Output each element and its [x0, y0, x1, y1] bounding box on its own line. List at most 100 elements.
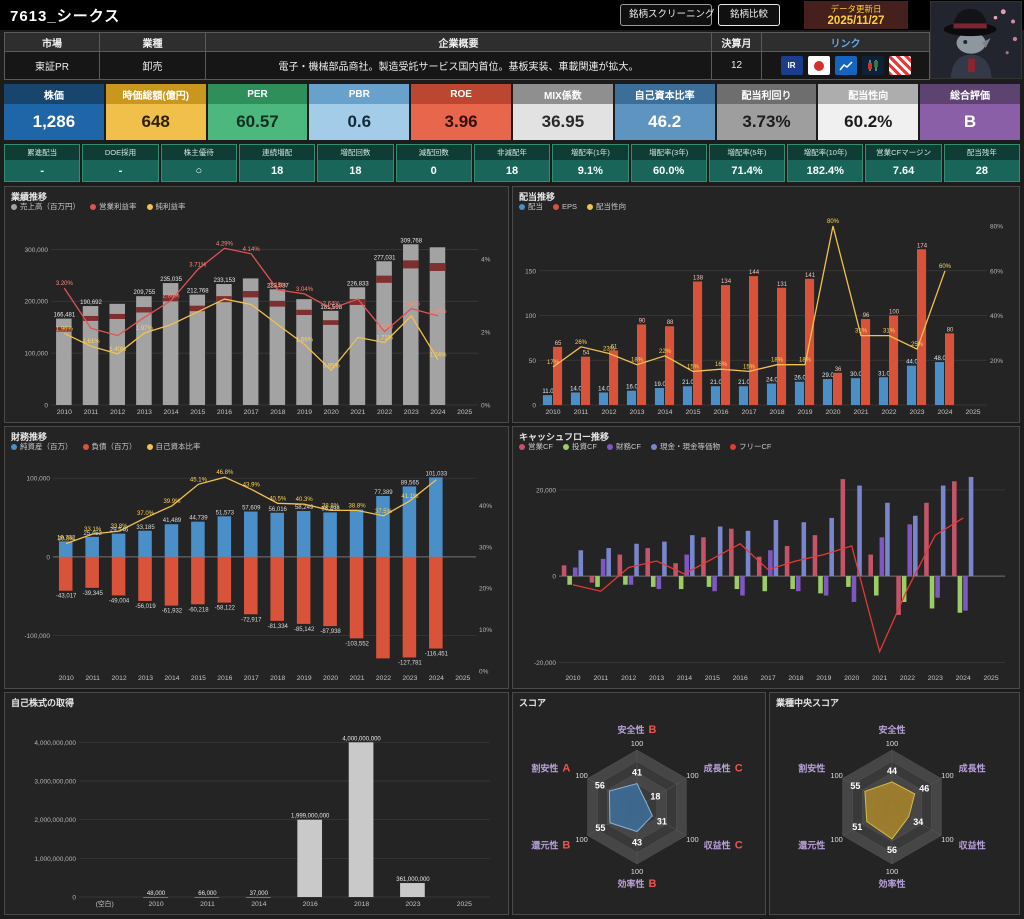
svg-text:0: 0 [72, 895, 76, 902]
svg-text:2.01%: 2.01% [376, 325, 394, 331]
svg-text:18%: 18% [631, 358, 644, 364]
svg-text:14.0: 14.0 [570, 386, 582, 392]
svg-text:1.97%: 1.97% [136, 326, 154, 332]
svg-text:2020: 2020 [323, 675, 338, 682]
dividend-metric-value: 9.1% [553, 160, 628, 181]
shareholder-benefit-link-icon[interactable] [888, 56, 911, 75]
svg-text:24.0: 24.0 [766, 378, 778, 384]
legend-item: フリーCF [730, 441, 772, 452]
timely-disclosure-link-icon[interactable] [807, 56, 830, 75]
svg-text:44,739: 44,739 [189, 516, 208, 522]
svg-text:77,389: 77,389 [374, 490, 393, 496]
dividend-metric-value: 182.4% [788, 160, 863, 181]
svg-text:2011: 2011 [594, 675, 609, 682]
svg-text:2016: 2016 [217, 675, 232, 682]
dividend-metric-value: 28 [944, 160, 1020, 181]
svg-text:30.8%: 30.8% [58, 536, 76, 542]
ir-link-icon[interactable]: IR [780, 56, 803, 75]
dividend-metric-label: 連続増配 [239, 145, 315, 160]
svg-text:2010: 2010 [57, 409, 72, 416]
svg-text:2012: 2012 [112, 675, 127, 682]
svg-text:277,031: 277,031 [374, 255, 396, 261]
svg-text:2021: 2021 [853, 409, 868, 416]
info-value-row: 東証PR 卸売 電子・機械部品商社。製造受託サービス国内首位。基板実装、車載関連… [4, 52, 930, 80]
dividend-panel: 配当推移 配当 EPS 配当性向 0 50 100 150 20% 40% 60% 80% 2010… [512, 186, 1020, 423]
svg-text:181,598: 181,598 [320, 305, 342, 311]
svg-text:2014: 2014 [677, 675, 692, 682]
svg-text:31.0: 31.0 [878, 371, 890, 377]
svg-text:100: 100 [525, 313, 536, 320]
svg-text:2022: 2022 [881, 409, 896, 416]
svg-text:100: 100 [886, 867, 899, 876]
dividend-metric-cell: 増配率(10年) 182.4% [787, 144, 864, 182]
compare-button[interactable]: 銘柄比較 [718, 4, 780, 26]
svg-text:0%: 0% [481, 403, 491, 410]
svg-text:41: 41 [632, 768, 642, 778]
dividend-metric-label: 増配率(5年) [709, 145, 785, 160]
svg-text:1.66%: 1.66% [296, 337, 314, 343]
svg-text:安全性: 安全性 [878, 724, 905, 735]
svg-text:100: 100 [575, 771, 588, 780]
svg-text:26.0: 26.0 [794, 376, 806, 382]
legend-dot-icon [82, 443, 89, 450]
svg-text:209,755: 209,755 [134, 290, 156, 296]
svg-text:96: 96 [863, 313, 870, 319]
svg-text:2020: 2020 [324, 409, 339, 416]
dividend-metric-value: 60.0% [631, 160, 706, 181]
svg-text:2016: 2016 [733, 675, 748, 682]
svg-text:30%: 30% [479, 544, 492, 551]
board-chart-link-icon[interactable] [834, 56, 857, 75]
screening-button[interactable]: 銘柄スクリーニング [620, 4, 715, 26]
svg-text:2.44%: 2.44% [429, 309, 447, 315]
svg-text:19,732: 19,732 [57, 535, 76, 541]
metric-label: 自己資本比率 [614, 84, 715, 104]
finance-panel: 財務推移 純資産（百万） 負債（百万） 自己資本比率 -100,000 0 100,00… [4, 426, 509, 689]
dividend-metric-cell: 営業CFマージン 7.64 [865, 144, 942, 182]
svg-text:2.64%: 2.64% [323, 302, 341, 308]
performance-panel: 業績推移 売上高（百万円） 営業利益率 純利益率 0 100,000 200,000 30… [4, 186, 509, 423]
stock-price-link-icon[interactable] [861, 56, 884, 75]
svg-text:80%: 80% [990, 224, 1003, 231]
metric-card-market-cap: 時価総額(億円) 648 [105, 84, 206, 140]
dividend-metric-value: 18 [318, 160, 393, 181]
svg-text:4%: 4% [481, 256, 491, 263]
svg-text:2013: 2013 [138, 675, 153, 682]
svg-text:190,692: 190,692 [80, 300, 102, 306]
dividend-metric-value: 71.4% [709, 160, 785, 181]
dividend-metric-value: 7.64 [866, 160, 941, 181]
svg-text:16.0: 16.0 [626, 385, 638, 391]
metric-card-roe: ROE 3.96 [411, 84, 511, 140]
overview-value: 電子・機械部品商社。製造受託サービス国内首位。基板実装、車載関連が拡大。 [206, 52, 712, 80]
svg-text:50: 50 [529, 358, 537, 365]
dividend-metric-cell: 累進配当 - [4, 144, 81, 182]
svg-text:20%: 20% [479, 586, 492, 593]
svg-text:100,000: 100,000 [25, 351, 49, 358]
data-update-box: データ更新日 2025/11/27 [804, 1, 908, 29]
svg-text:2015: 2015 [190, 409, 205, 416]
svg-text:144: 144 [749, 270, 760, 276]
svg-text:2017: 2017 [741, 409, 756, 416]
svg-text:0: 0 [46, 554, 50, 561]
svg-text:-81,334: -81,334 [268, 624, 289, 630]
svg-text:2019: 2019 [797, 409, 812, 416]
metric-value: 3.96 [411, 104, 511, 140]
dividend-metric-label: 減配回数 [396, 145, 471, 160]
legend-dot-icon [90, 203, 96, 210]
svg-text:1.40%: 1.40% [109, 347, 127, 353]
svg-text:25%: 25% [911, 342, 924, 348]
finance-chart: -100,000 0 100,000 0% 10% 20% 30% 40% 2010 2011 20… [24, 470, 492, 682]
svg-text:-72,917: -72,917 [241, 617, 262, 623]
legend-dot-icon [11, 443, 17, 450]
svg-text:-58,122: -58,122 [215, 606, 236, 612]
svg-text:100: 100 [631, 739, 644, 748]
svg-text:2025: 2025 [457, 409, 472, 416]
svg-text:2016: 2016 [713, 409, 728, 416]
dividend-metric-value: 0 [396, 160, 471, 181]
svg-text:割安性: 割安性 [798, 763, 825, 774]
metric-card-mix: MIX係数 36.95 [512, 84, 613, 140]
dividend-panel-title: 配当推移 [519, 192, 556, 202]
score-radar-chart: 安全性 B 100 41 成長性 C 100 18 収益性 C 100 31 効率性 B 100 43 還元性 B… [531, 724, 742, 890]
svg-text:3.04%: 3.04% [296, 287, 314, 293]
